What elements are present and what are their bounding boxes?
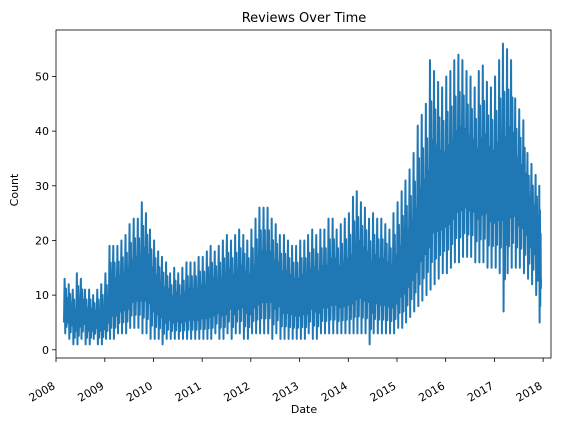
x-axis-label: Date: [291, 403, 318, 416]
y-tick-label: 20: [35, 234, 49, 247]
y-tick-label: 0: [42, 344, 49, 357]
y-tick-label: 10: [35, 289, 49, 302]
y-tick-label: 30: [35, 180, 49, 193]
y-tick-label: 40: [35, 125, 49, 138]
chart-title: Reviews Over Time: [242, 11, 367, 26]
y-tick-label: 50: [35, 70, 49, 83]
y-axis-label: Count: [8, 173, 21, 206]
